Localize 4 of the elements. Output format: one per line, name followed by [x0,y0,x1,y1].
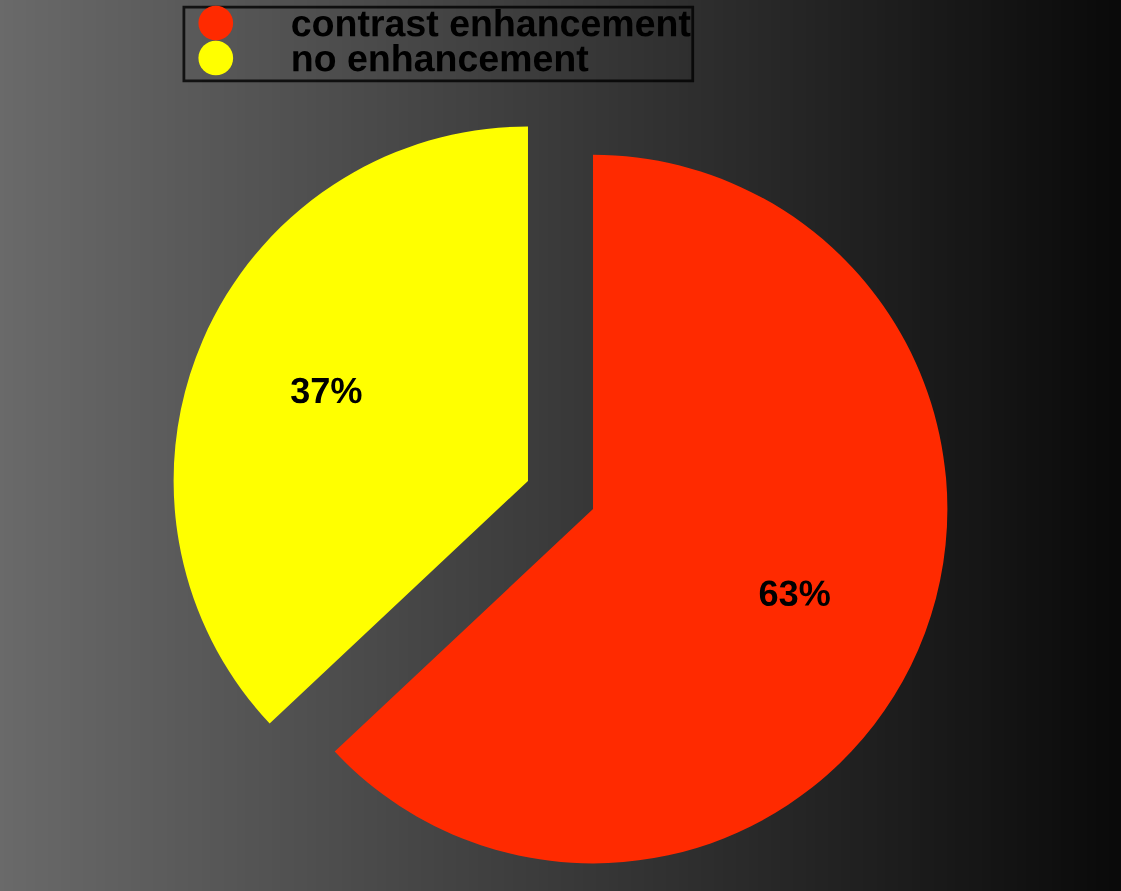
legend-label: contrast enhancement [292,9,691,37]
data-label: 63% [759,580,830,607]
data-label: 37% [291,377,362,404]
legend-label: no enhancement [293,43,589,72]
